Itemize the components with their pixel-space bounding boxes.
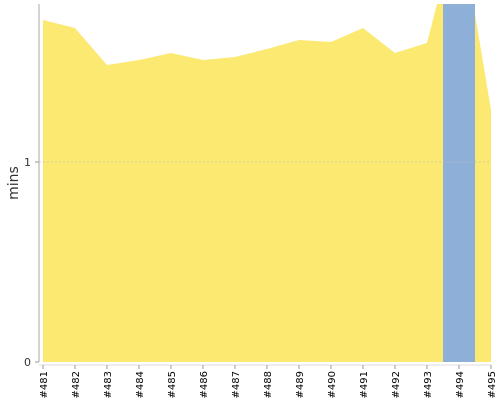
- x-tick-label: #489: [295, 371, 306, 398]
- x-tick-label: #490: [327, 371, 338, 398]
- x-tick-label: #487: [231, 371, 242, 398]
- x-tick-label: #485: [167, 371, 178, 398]
- x-tick-label: #484: [135, 371, 146, 398]
- area: [43, 4, 491, 362]
- y-tick-label: 1: [24, 156, 31, 169]
- x-tick-label: #481: [39, 371, 50, 398]
- x-tick-label: #491: [359, 371, 370, 398]
- x-tick-label: #488: [263, 371, 274, 398]
- x-tick-label: #486: [199, 371, 210, 398]
- x-tick-label: #493: [423, 371, 434, 398]
- plot-area: [43, 4, 491, 362]
- x-tick-label: #482: [71, 371, 82, 398]
- x-tick-label: #483: [103, 371, 114, 398]
- highlight-band: [443, 4, 475, 362]
- x-tick-label: #494: [455, 371, 466, 398]
- x-tick-label: #492: [391, 371, 402, 398]
- y-axis-label: mins: [6, 166, 22, 200]
- x-tick-label: #495: [487, 371, 498, 398]
- y-tick-label: 0: [24, 356, 31, 369]
